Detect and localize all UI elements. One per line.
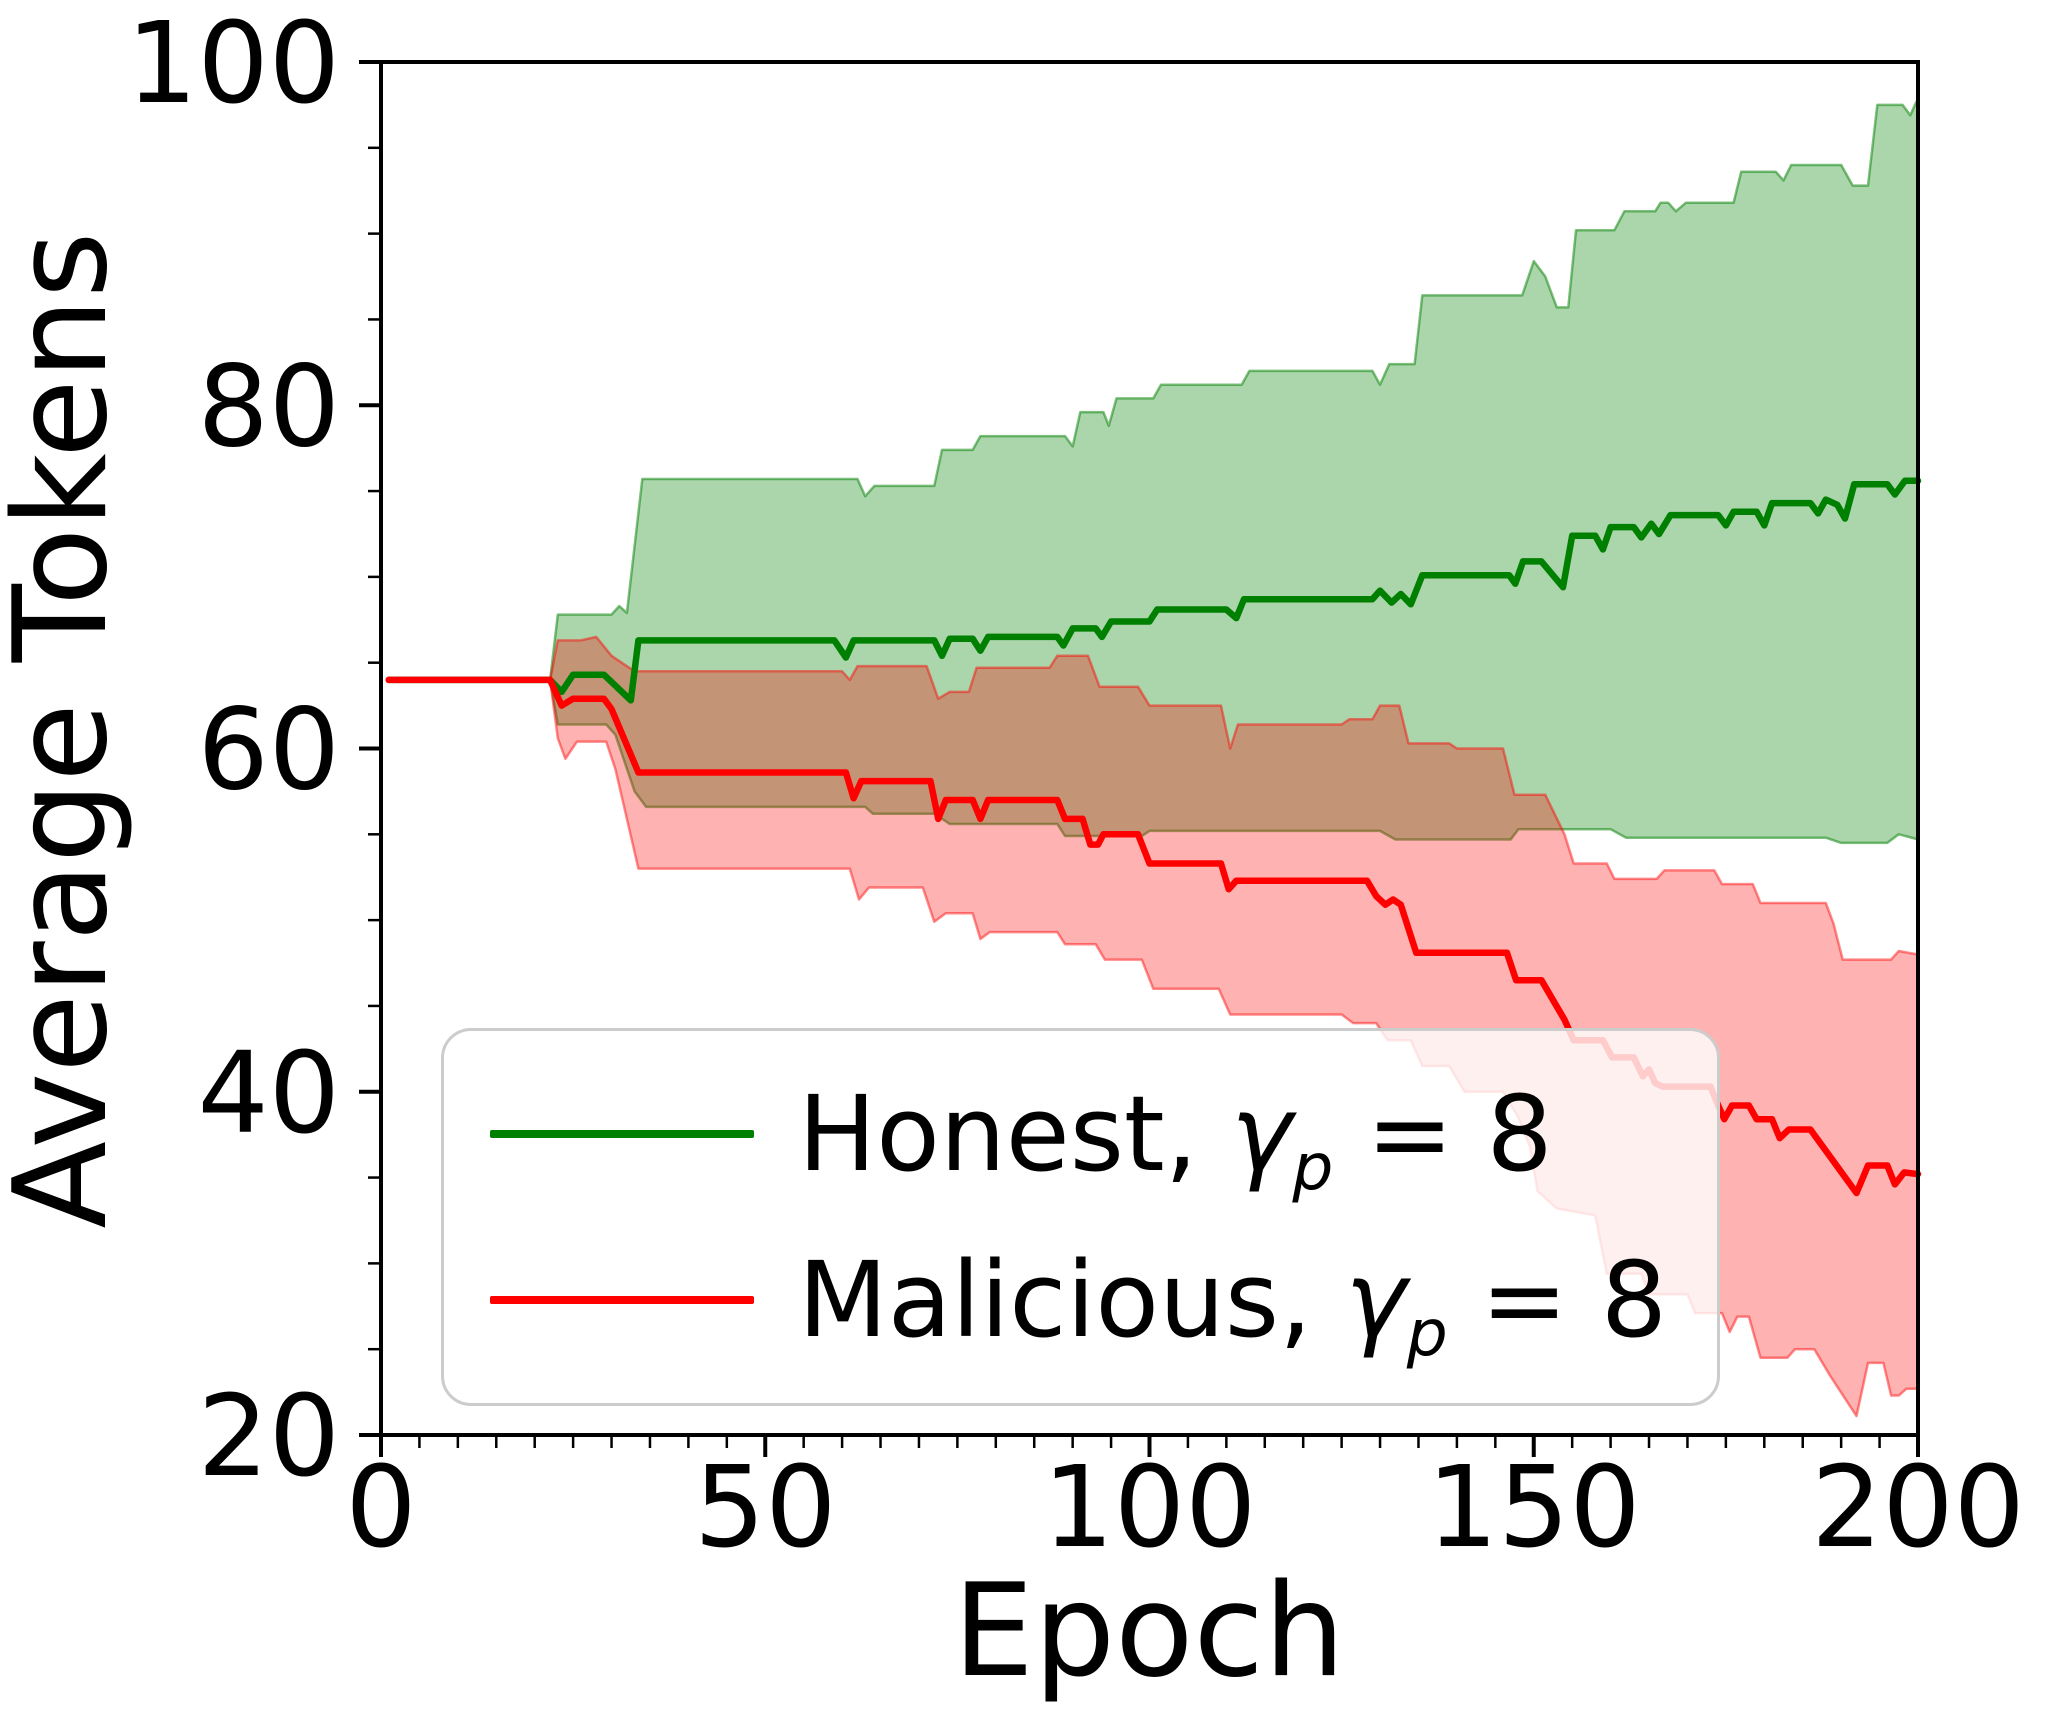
legend-item-honest: Honest, γp = 8: [490, 1082, 1717, 1200]
svg-text:40: 40: [197, 1029, 340, 1159]
gamma-symbol: γ: [1345, 1239, 1407, 1361]
gamma-subscript: p: [1406, 1296, 1448, 1372]
svg-text:0: 0: [345, 1443, 416, 1573]
legend-label-malicious: Malicious, γp = 8: [798, 1248, 1667, 1366]
svg-text:20: 20: [197, 1372, 340, 1502]
legend: Honest, γp = 8 Malicious, γp = 8: [441, 1028, 1720, 1406]
x-axis-label: Epoch: [953, 1557, 1345, 1706]
legend-text-suffix: = 8: [1447, 1239, 1668, 1361]
legend-line-sample-malicious: [490, 1296, 754, 1304]
gamma-symbol: γ: [1230, 1073, 1293, 1195]
y-axis-label: Average Tokens: [0, 231, 136, 1229]
svg-text:80: 80: [197, 342, 340, 472]
svg-text:100: 100: [1043, 1443, 1257, 1573]
svg-text:150: 150: [1427, 1443, 1641, 1573]
legend-text-prefix: Honest,: [798, 1073, 1231, 1195]
gamma-subscript: p: [1292, 1130, 1334, 1206]
svg-text:100: 100: [126, 0, 340, 129]
legend-text-prefix: Malicious,: [798, 1239, 1346, 1361]
svg-text:200: 200: [1811, 1443, 2025, 1573]
legend-line-sample-honest: [490, 1130, 754, 1138]
legend-label-honest: Honest, γp = 8: [798, 1082, 1553, 1200]
legend-text-suffix: = 8: [1333, 1073, 1553, 1195]
svg-text:60: 60: [197, 686, 340, 816]
legend-item-malicious: Malicious, γp = 8: [490, 1248, 1717, 1366]
svg-text:50: 50: [694, 1443, 837, 1573]
